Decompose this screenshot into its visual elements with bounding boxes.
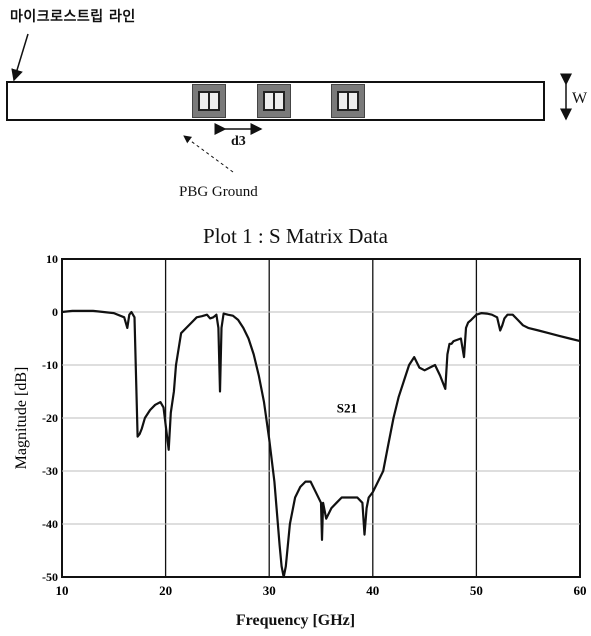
x-tick-label: 30 [263,583,276,598]
y-tick-label: 10 [46,252,58,266]
series-annotation: S21 [337,401,357,416]
y-tick-label: -10 [42,358,58,372]
microstrip-arrow [14,34,28,80]
series-line-s21 [62,311,580,577]
x-tick-label: 60 [574,583,587,598]
pbg-ground-arrow [184,136,233,172]
y-tick-label: -50 [42,570,58,584]
y-tick-label: -20 [42,411,58,425]
x-tick-label: 50 [470,583,483,598]
chart-title: Plot 1 : S Matrix Data [0,224,591,249]
y-tick-label: -40 [42,517,58,531]
y-tick-label: 0 [52,305,58,319]
x-tick-label: 40 [366,583,379,598]
y-tick-label: -30 [42,464,58,478]
x-axis-label: Frequency [GHz] [0,612,591,630]
x-tick-label: 20 [159,583,172,598]
y-axis-label: Magnitude [dB] [13,367,30,470]
x-tick-label: 10 [56,583,69,598]
